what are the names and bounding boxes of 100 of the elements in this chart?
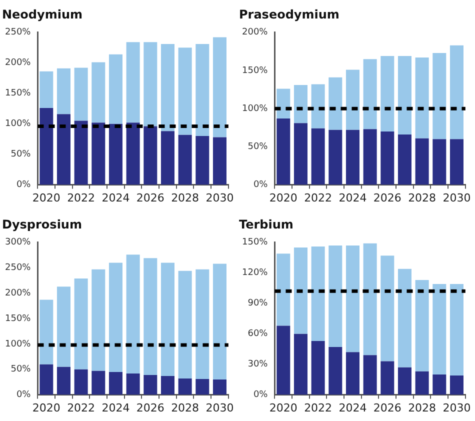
bar	[276, 88, 290, 119]
x-tick-label: 2028	[408, 191, 436, 204]
bar	[346, 352, 360, 395]
bar	[56, 286, 70, 367]
bar	[311, 340, 325, 395]
bar	[160, 376, 174, 395]
x-tick-label: 2024	[102, 191, 130, 204]
bar	[178, 48, 192, 135]
x-tick-label: 2028	[171, 191, 200, 204]
bar	[294, 84, 308, 124]
y-tick-label: 50%	[10, 364, 32, 375]
bar	[380, 56, 394, 132]
x-tick-label: 2020	[269, 401, 298, 414]
y-tick-label: 250%	[4, 263, 32, 274]
bar	[108, 372, 122, 395]
bar	[144, 42, 158, 126]
bar	[160, 131, 174, 185]
bar	[363, 59, 377, 130]
x-tick-label: 2024	[338, 401, 367, 414]
bar	[196, 136, 210, 185]
bar	[346, 70, 360, 130]
bar	[415, 58, 429, 138]
bar	[56, 114, 70, 185]
bar	[311, 84, 325, 128]
y-tick-label: 150%	[242, 238, 268, 248]
bar	[363, 355, 377, 395]
bar	[398, 367, 412, 395]
bar	[432, 52, 446, 140]
y-tick-label: 0%	[253, 390, 268, 400]
bar	[178, 378, 192, 395]
x-tick-label: 2030	[206, 191, 234, 204]
bar	[346, 130, 360, 185]
x-tick-label: 2022	[304, 401, 332, 414]
bar	[178, 134, 192, 185]
bar	[415, 371, 429, 395]
chart-title: Neodymium	[2, 7, 83, 22]
bar	[126, 254, 140, 374]
bar	[212, 264, 226, 380]
bar	[380, 131, 394, 185]
x-tick-label: 2020	[32, 191, 60, 204]
x-tick-label: 2020	[32, 401, 60, 414]
bar	[92, 62, 106, 123]
bar	[398, 134, 412, 185]
y-tick-label: 90%	[248, 298, 268, 309]
bar	[40, 108, 54, 185]
bar	[40, 71, 54, 108]
bar	[328, 130, 342, 185]
x-tick-label: 2024	[102, 401, 130, 414]
bar	[56, 68, 70, 114]
y-tick-label: 30%	[248, 360, 268, 370]
bar	[363, 243, 377, 356]
bar	[74, 68, 88, 121]
x-tick-label: 2030	[442, 401, 471, 414]
x-tick-label: 2030	[442, 191, 471, 204]
bar	[311, 128, 325, 185]
bar	[450, 375, 464, 395]
y-tick-label: 0%	[16, 180, 32, 190]
chart-title: Terbium	[239, 217, 294, 232]
bar	[92, 122, 106, 185]
y-tick-label: 50%	[248, 142, 268, 152]
bar	[40, 364, 54, 395]
bar	[178, 270, 192, 379]
y-tick-label: 60%	[248, 329, 268, 340]
x-tick-label: 2026	[136, 401, 164, 414]
bar	[450, 139, 464, 185]
bar	[74, 120, 88, 185]
bar	[74, 369, 88, 395]
y-tick-label: 100%	[4, 119, 32, 130]
bar	[126, 373, 140, 395]
bar	[294, 123, 308, 185]
y-tick-label: 100%	[242, 104, 268, 114]
x-tick-label: 2022	[67, 401, 96, 414]
bar	[212, 137, 226, 185]
x-tick-label: 2026	[136, 191, 164, 204]
x-tick-label: 2024	[338, 191, 367, 204]
x-tick-label: 2022	[67, 191, 96, 204]
bar	[415, 280, 429, 372]
bar	[196, 379, 210, 395]
x-tick-label: 2028	[171, 401, 200, 414]
bar	[432, 284, 446, 374]
bar	[328, 347, 342, 395]
x-tick-label: 2030	[206, 401, 234, 414]
x-tick-label: 2022	[304, 191, 332, 204]
bar	[108, 124, 122, 185]
bar	[398, 56, 412, 135]
x-tick-label: 2026	[373, 191, 402, 204]
bar	[450, 45, 464, 140]
bar	[450, 284, 464, 376]
bar	[144, 374, 158, 395]
bar	[380, 256, 394, 362]
bar	[212, 380, 226, 395]
bar	[56, 366, 70, 395]
chart-title: Dysprosium	[2, 217, 82, 232]
bar	[328, 77, 342, 130]
bar	[212, 37, 226, 138]
bar	[380, 361, 394, 395]
y-tick-label: 100%	[4, 339, 32, 350]
chart-title: Praseodymium	[239, 7, 340, 22]
bar	[363, 129, 377, 185]
y-tick-label: 0%	[253, 180, 268, 190]
